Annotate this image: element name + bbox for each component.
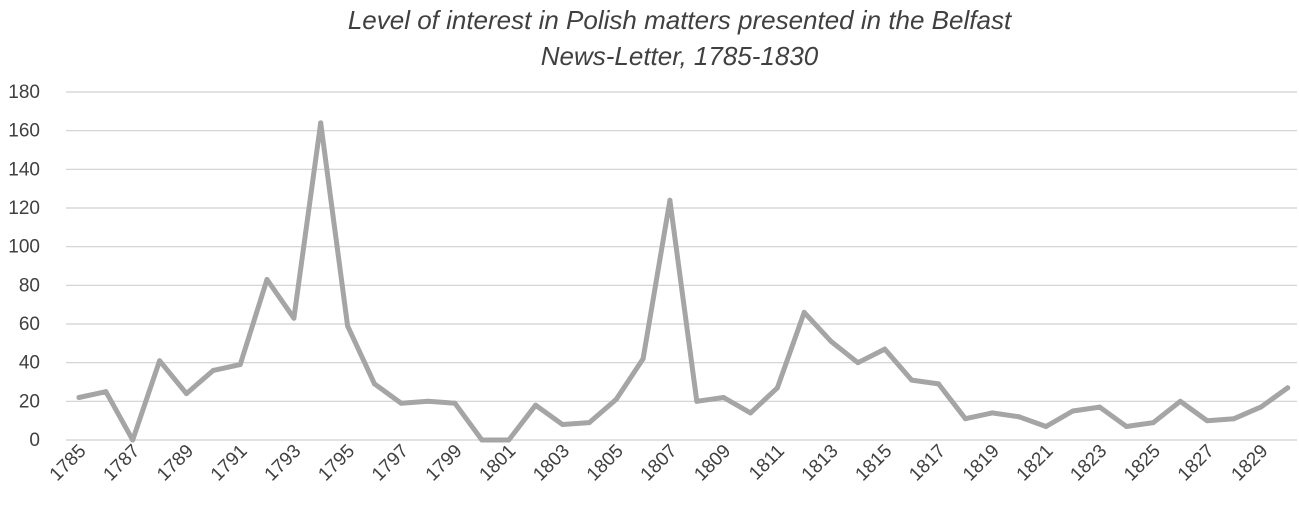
x-tick-label: 1817: [905, 441, 950, 486]
data-point: [801, 309, 807, 315]
data-point: [130, 437, 136, 443]
x-tick-label: 1811: [745, 441, 789, 485]
data-point: [909, 377, 915, 383]
data-point: [76, 394, 82, 400]
data-point: [774, 385, 780, 391]
data-point: [398, 400, 404, 406]
y-axis-tick-labels: 0 20 40 60 80 100 120 140 160 180: [8, 82, 40, 451]
chart-title-line-1: Level of interest in Polish matters pres…: [347, 5, 1012, 35]
data-point: [1150, 420, 1156, 426]
x-tick-label: 1807: [637, 441, 682, 486]
data-point: [613, 396, 619, 402]
data-point: [1231, 416, 1237, 422]
data-point: [157, 358, 163, 364]
x-tick-label: 1827: [1174, 441, 1219, 486]
y-tick-label: 0: [29, 430, 40, 451]
data-point: [1258, 404, 1264, 410]
x-tick-label: 1797: [368, 441, 413, 486]
data-point: [748, 410, 753, 416]
x-tick-label: 1803: [529, 441, 574, 486]
data-point: [506, 437, 512, 443]
data-point: [1285, 385, 1291, 391]
x-tick-label: 1789: [153, 441, 198, 486]
x-tick-label: 1785: [46, 441, 91, 486]
x-tick-label: 1805: [583, 441, 628, 486]
data-point: [1016, 414, 1022, 420]
x-tick-label: 1829: [1228, 441, 1273, 486]
data-point: [1043, 423, 1049, 429]
x-tick-label: 1791: [207, 441, 252, 486]
data-point: [1124, 423, 1130, 429]
data-point: [1204, 418, 1210, 424]
data-point: [103, 389, 109, 395]
y-tick-label: 120: [8, 198, 40, 219]
x-tick-label: 1795: [314, 441, 359, 486]
gridlines: [66, 91, 1297, 441]
x-tick-label: 1813: [798, 441, 843, 486]
data-point: [479, 437, 485, 443]
data-point: [855, 360, 861, 366]
y-tick-label: 140: [8, 159, 40, 180]
data-point: [882, 346, 888, 352]
data-point: [452, 400, 458, 406]
data-point: [640, 356, 646, 362]
chart-title-line-2: News-Letter, 1785-1830: [540, 41, 819, 71]
data-point: [989, 410, 995, 416]
data-point: [345, 323, 351, 329]
x-tick-label: 1787: [100, 441, 145, 486]
data-point: [425, 398, 431, 404]
data-point: [210, 367, 216, 373]
x-tick-label: 1815: [852, 441, 897, 486]
data-point: [237, 362, 243, 368]
x-tick-label: 1793: [261, 441, 306, 486]
data-point: [828, 338, 834, 344]
x-tick-label: 1821: [1013, 441, 1058, 486]
y-tick-label: 40: [19, 353, 40, 374]
y-tick-label: 160: [8, 121, 40, 142]
data-point: [694, 398, 700, 404]
y-tick-label: 180: [8, 82, 40, 103]
x-tick-label: 1823: [1066, 441, 1111, 486]
data-point: [962, 416, 968, 422]
series: [76, 120, 1291, 443]
data-point: [264, 277, 270, 283]
data-point: [721, 394, 727, 400]
y-tick-label: 100: [8, 237, 40, 258]
data-point: [318, 120, 324, 126]
x-tick-label: 1799: [422, 441, 467, 486]
data-point: [586, 420, 592, 426]
data-point: [1097, 404, 1103, 410]
data-point: [291, 315, 297, 321]
data-point: [1070, 408, 1076, 414]
x-axis-tick-labels: 1785 1787 1789 1791 1793 1795 1797 1799 1801 1803…: [46, 441, 1273, 486]
data-point: [667, 197, 673, 203]
y-tick-label: 80: [19, 275, 40, 296]
x-tick-label: 1819: [959, 441, 1004, 486]
series-line: [76, 120, 1291, 443]
data-point: [183, 391, 189, 397]
data-point: [936, 381, 942, 387]
chart-title: Level of interest in Polish matters pres…: [0, 2, 1299, 74]
data-point: [533, 402, 539, 408]
data-point: [1177, 398, 1183, 404]
x-tick-label: 1825: [1120, 441, 1165, 486]
x-tick-label: 1801: [476, 441, 521, 486]
x-tick-label: 1809: [690, 441, 735, 486]
data-point: [559, 422, 565, 428]
y-tick-label: 60: [19, 314, 40, 335]
data-point: [371, 381, 377, 387]
y-tick-label: 20: [19, 391, 40, 412]
